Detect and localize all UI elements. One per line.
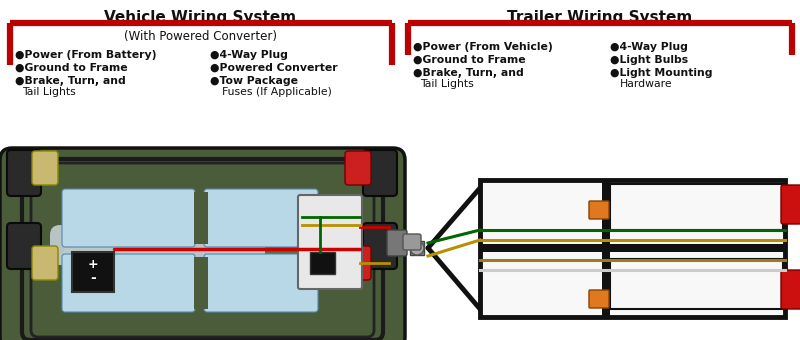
Text: Tail Lights: Tail Lights — [420, 79, 474, 89]
FancyBboxPatch shape — [363, 150, 397, 196]
FancyBboxPatch shape — [589, 290, 609, 308]
FancyBboxPatch shape — [204, 189, 318, 247]
Bar — [310, 252, 335, 274]
Text: ●Powered Converter: ●Powered Converter — [210, 63, 338, 73]
Text: ●Brake, Turn, and: ●Brake, Turn, and — [413, 68, 524, 78]
FancyBboxPatch shape — [32, 151, 58, 185]
FancyBboxPatch shape — [50, 225, 265, 265]
Text: ●Ground to Frame: ●Ground to Frame — [413, 55, 526, 65]
Text: ●4-Way Plug: ●4-Way Plug — [610, 42, 688, 52]
FancyBboxPatch shape — [32, 246, 58, 280]
FancyBboxPatch shape — [7, 223, 41, 269]
Bar — [610, 184, 783, 230]
FancyBboxPatch shape — [62, 254, 195, 312]
Text: ●Power (From Vehicle): ●Power (From Vehicle) — [413, 42, 553, 52]
FancyBboxPatch shape — [31, 163, 374, 337]
Text: ●4-Way Plug: ●4-Way Plug — [210, 50, 288, 60]
Text: Tail Lights: Tail Lights — [22, 87, 76, 97]
Text: ●Tow Package: ●Tow Package — [210, 76, 298, 86]
Text: Trailer Wiring System: Trailer Wiring System — [507, 10, 693, 25]
FancyBboxPatch shape — [345, 246, 371, 280]
Text: Vehicle Wiring System: Vehicle Wiring System — [104, 10, 296, 25]
Text: ●Brake, Turn, and: ●Brake, Turn, and — [15, 76, 126, 86]
Bar — [480, 180, 785, 317]
Text: ●Light Bulbs: ●Light Bulbs — [610, 55, 688, 65]
Bar — [602, 180, 610, 317]
Circle shape — [410, 241, 424, 255]
Bar — [194, 192, 208, 244]
Text: -: - — [90, 271, 96, 285]
Bar — [194, 257, 208, 309]
Text: ●Ground to Frame: ●Ground to Frame — [15, 63, 128, 73]
FancyBboxPatch shape — [781, 185, 800, 224]
FancyBboxPatch shape — [204, 254, 318, 312]
FancyBboxPatch shape — [62, 189, 195, 247]
FancyBboxPatch shape — [7, 150, 41, 196]
FancyBboxPatch shape — [298, 195, 362, 289]
FancyBboxPatch shape — [387, 230, 407, 256]
Bar — [480, 244, 785, 252]
Text: Hardware: Hardware — [620, 79, 673, 89]
Bar — [610, 259, 783, 309]
Bar — [72, 252, 114, 292]
FancyBboxPatch shape — [589, 201, 609, 219]
Text: Fuses (If Applicable): Fuses (If Applicable) — [222, 87, 332, 97]
Text: (With Powered Converter): (With Powered Converter) — [123, 30, 277, 43]
FancyBboxPatch shape — [0, 148, 405, 340]
FancyBboxPatch shape — [205, 192, 317, 309]
Bar — [410, 241, 424, 255]
FancyBboxPatch shape — [363, 223, 397, 269]
Text: ●Light Mounting: ●Light Mounting — [610, 68, 713, 78]
FancyBboxPatch shape — [403, 234, 421, 250]
FancyBboxPatch shape — [63, 192, 194, 309]
FancyBboxPatch shape — [345, 151, 371, 185]
Text: +: + — [88, 257, 98, 271]
Text: ●Power (From Battery): ●Power (From Battery) — [15, 50, 157, 60]
FancyBboxPatch shape — [781, 270, 800, 309]
